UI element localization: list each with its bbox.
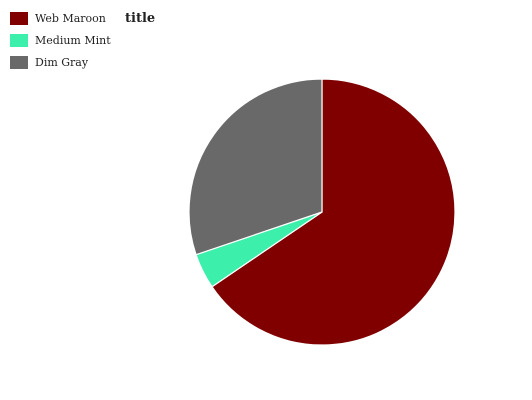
legend-label: Dim Gray (35, 56, 89, 69)
legend: Web Maroon Medium Mint Dim Gray (10, 12, 111, 69)
chart-title: title (125, 11, 155, 26)
legend-swatch (10, 34, 28, 47)
pie-slices (188, 78, 456, 346)
pie-slice-web-maroon (211, 78, 456, 346)
legend-swatch (10, 56, 28, 69)
pie-slice-dim-gray (188, 78, 323, 256)
legend-label: Medium Mint (35, 34, 111, 47)
legend-swatch (10, 12, 28, 25)
legend-label: Web Maroon (35, 12, 106, 25)
